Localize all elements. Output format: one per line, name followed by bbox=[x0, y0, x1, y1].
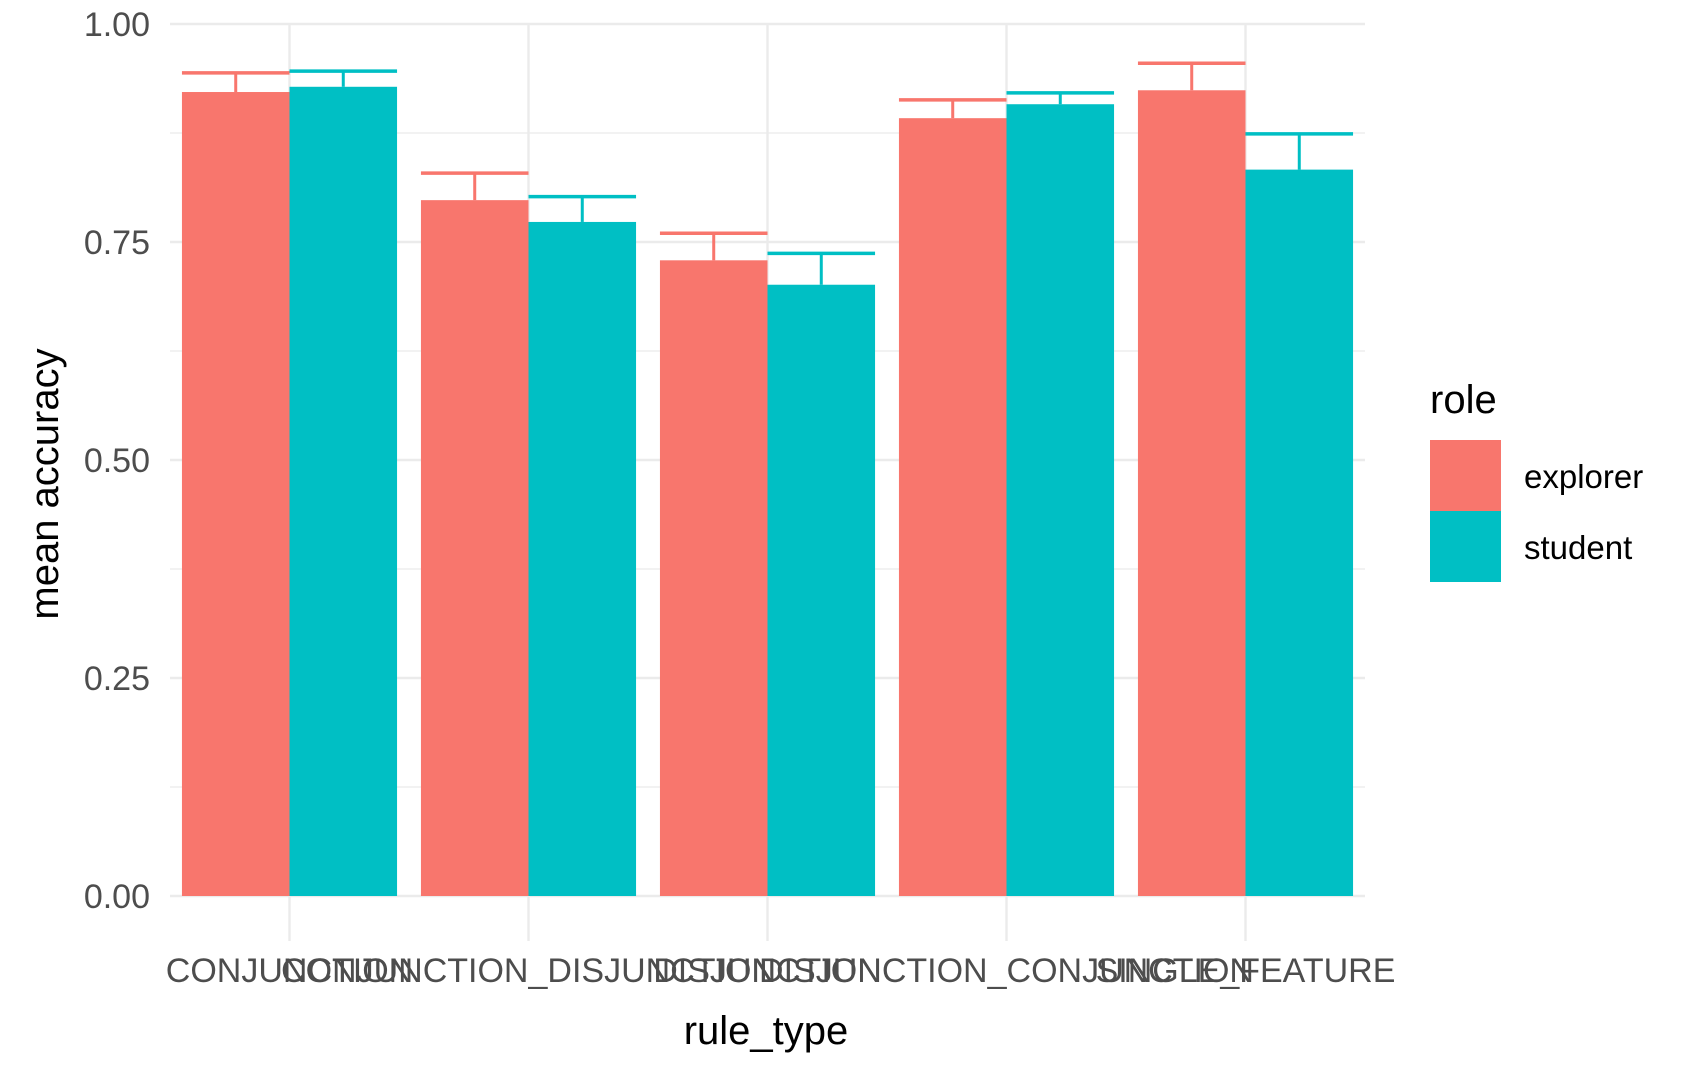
bar-explorer-0 bbox=[181, 92, 290, 897]
bar-student-1 bbox=[528, 221, 637, 897]
x-tick-label: CONJUNCTION_DISJUNCTION bbox=[281, 952, 776, 990]
x-axis-title: rule_type bbox=[684, 1009, 849, 1053]
bar-student-0 bbox=[289, 86, 398, 896]
legend: role explorer student bbox=[1430, 378, 1643, 582]
x-tick-label: SINGLE_FEATURE bbox=[1096, 952, 1396, 990]
legend-title: role bbox=[1430, 378, 1497, 422]
y-tick-label: 0.75 bbox=[84, 224, 150, 262]
legend-label-explorer: explorer bbox=[1524, 458, 1643, 495]
x-tick-label: DISJUNCTION bbox=[653, 952, 882, 990]
x-axis-ticks: CONJUNCTIONCONJUNCTION_DISJUNCTIONDISJUN… bbox=[166, 952, 1396, 990]
x-tick-label: DISJUNCTION_CONJUNCTION bbox=[759, 952, 1254, 990]
y-axis-title: mean accuracy bbox=[23, 348, 67, 619]
y-tick-label: 0.50 bbox=[84, 442, 150, 480]
y-tick-label: 0.00 bbox=[84, 878, 150, 916]
y-tick-label: 1.00 bbox=[84, 6, 150, 44]
bar-explorer-1 bbox=[420, 200, 529, 897]
bar-student-3 bbox=[1006, 104, 1115, 896]
legend-label-student: student bbox=[1524, 529, 1632, 566]
y-axis-ticks: 0.00 0.25 0.50 0.75 1.00 bbox=[84, 6, 150, 916]
bar-student-2 bbox=[767, 284, 876, 896]
bars-layer bbox=[181, 86, 1354, 897]
bar-explorer-3 bbox=[898, 118, 1007, 896]
y-tick-label: 0.25 bbox=[84, 660, 150, 698]
x-tick-label: CONJUNCTION bbox=[166, 952, 413, 990]
legend-key-student bbox=[1430, 511, 1501, 582]
bar-explorer-4 bbox=[1137, 90, 1246, 897]
bar-explorer-2 bbox=[659, 260, 768, 896]
legend-key-explorer bbox=[1430, 440, 1501, 511]
bar-student-4 bbox=[1245, 169, 1354, 896]
error-bars-layer bbox=[181, 61, 1354, 285]
